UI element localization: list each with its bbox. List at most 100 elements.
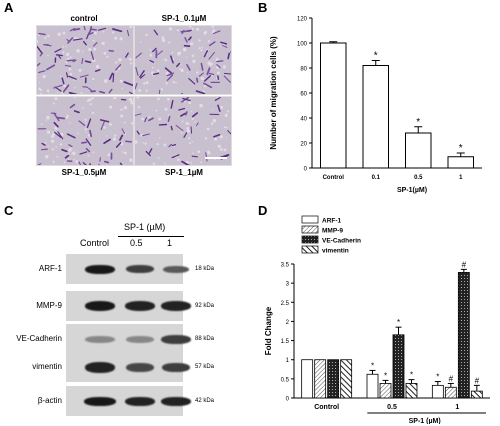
pore-dot xyxy=(167,114,170,116)
bar xyxy=(320,42,347,169)
bar xyxy=(340,359,353,399)
micrograph-title-control: control xyxy=(70,14,98,23)
migrated-cell xyxy=(83,26,86,31)
pore-dot xyxy=(177,158,180,162)
pore-dot xyxy=(42,74,46,79)
pore-dot xyxy=(188,101,192,104)
migrated-cell xyxy=(126,29,130,37)
blot-panel xyxy=(66,386,191,416)
pore-dot xyxy=(167,97,170,101)
pore-dot xyxy=(206,127,210,131)
pore-dot xyxy=(114,61,117,64)
y-axis-label: Fold Change xyxy=(264,306,273,355)
bar xyxy=(447,156,474,169)
migrated-cell xyxy=(171,144,177,147)
pore-dot xyxy=(74,97,76,99)
pore-dot xyxy=(106,55,109,58)
y-tick-label: 0.5 xyxy=(281,377,290,383)
pore-dot xyxy=(74,86,76,89)
pore-dot xyxy=(123,121,126,124)
y-tick-label: 20 xyxy=(300,142,307,148)
migrated-cell xyxy=(85,147,91,153)
pore-dot xyxy=(129,158,133,162)
pore-dot xyxy=(47,35,50,38)
migrated-cell xyxy=(164,67,172,74)
migrated-cell xyxy=(55,54,63,57)
pore-dot xyxy=(145,33,148,37)
pore-dot xyxy=(175,82,177,84)
migrated-cell xyxy=(191,155,198,158)
bar xyxy=(392,334,405,399)
migrated-cell xyxy=(217,104,221,112)
pore-dot xyxy=(156,143,159,146)
bar xyxy=(379,383,392,399)
pore-dot xyxy=(56,155,59,158)
migrated-cell xyxy=(115,64,122,71)
pore-dot xyxy=(73,158,75,161)
blot-band xyxy=(161,301,191,311)
migrated-cell xyxy=(57,116,66,120)
pore-dot xyxy=(190,161,192,164)
migrated-cell xyxy=(62,84,70,93)
migrated-cell xyxy=(175,124,184,132)
pore-dot xyxy=(101,41,105,45)
pore-dot xyxy=(210,122,214,125)
pore-dot xyxy=(211,74,213,77)
pore-dot xyxy=(191,110,193,112)
x-tick-label: 0.5 xyxy=(387,404,397,411)
pore-dot xyxy=(219,148,223,151)
y-tick-label: 60 xyxy=(300,92,307,98)
pore-dot xyxy=(142,142,144,144)
pore-dot xyxy=(164,162,166,165)
pore-dot xyxy=(73,37,77,40)
pore-dot xyxy=(161,38,166,43)
pore-dot xyxy=(118,67,121,70)
migrated-cell xyxy=(181,160,190,165)
lane-label-control: Control xyxy=(80,238,110,248)
blot-band xyxy=(162,362,190,372)
pore-dot xyxy=(145,81,149,85)
pore-dot xyxy=(54,97,58,101)
migrated-cell xyxy=(148,117,154,122)
pore-dot xyxy=(152,162,156,165)
pore-dot xyxy=(57,32,61,36)
migrated-cell xyxy=(205,152,208,162)
migrated-cell xyxy=(84,60,92,64)
pore-dot xyxy=(180,132,183,134)
migrated-cell xyxy=(103,160,110,164)
pore-dot xyxy=(103,51,107,55)
pore-dot xyxy=(203,90,206,93)
pore-dot xyxy=(225,136,227,138)
legend-swatch xyxy=(301,225,319,234)
pore-dot xyxy=(159,137,161,139)
pore-dot xyxy=(88,48,92,51)
pore-dot xyxy=(114,134,117,137)
pore-dot xyxy=(190,42,194,46)
pore-dot xyxy=(192,59,196,64)
pore-dot xyxy=(206,53,208,55)
pore-dot xyxy=(186,127,189,130)
migrated-cell xyxy=(145,150,151,157)
migrated-cell xyxy=(99,119,110,123)
pore-dot xyxy=(117,60,119,62)
micrograph-texture xyxy=(37,26,133,94)
migrated-cell xyxy=(68,144,73,148)
migrated-cell xyxy=(89,129,93,138)
pore-dot xyxy=(136,97,140,99)
pore-dot xyxy=(52,160,55,163)
pore-dot xyxy=(128,57,132,61)
pore-dot xyxy=(149,54,153,57)
migrated-cell xyxy=(64,65,72,67)
pore-dot xyxy=(191,54,195,57)
migrated-cell xyxy=(66,59,76,62)
migrated-cell xyxy=(83,40,87,46)
pore-dot xyxy=(148,116,151,119)
pore-dot xyxy=(93,47,97,51)
migrated-cell xyxy=(203,50,209,58)
blot-band xyxy=(85,335,115,343)
migrated-cell xyxy=(217,75,220,80)
migrated-cell xyxy=(109,72,114,80)
pore-dot xyxy=(138,89,142,92)
micrograph-background xyxy=(37,97,133,165)
pore-dot xyxy=(47,92,49,94)
